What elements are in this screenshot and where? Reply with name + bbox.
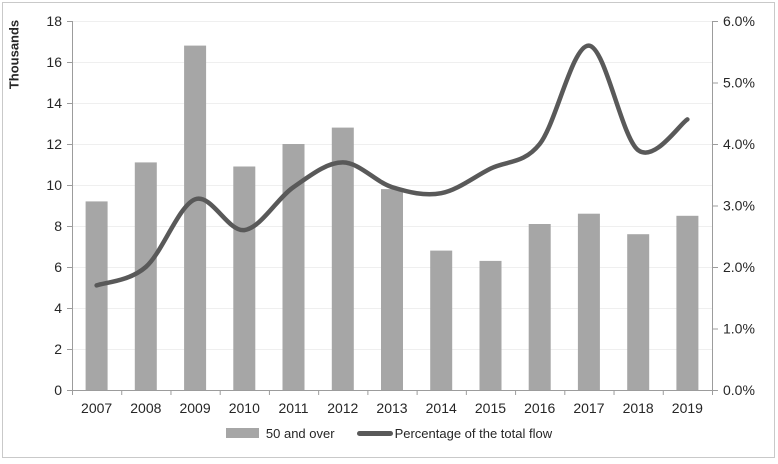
bar-series-label: 50 and over <box>265 425 335 441</box>
left-axis-label-18: 18 <box>46 13 62 29</box>
right-axis-label-0.0%: 0.0% <box>723 382 755 398</box>
bar-2014 <box>430 250 453 390</box>
bar-2012 <box>331 127 354 390</box>
x-axis-label-2009: 2009 <box>179 400 210 416</box>
x-axis-label-2013: 2013 <box>376 400 407 416</box>
left-axis-label-14: 14 <box>46 95 62 111</box>
right-axis-label-2.0%: 2.0% <box>723 259 755 275</box>
right-axis-label-5.0%: 5.0% <box>723 75 755 91</box>
x-axis-label-2019: 2019 <box>672 400 703 416</box>
trend-line <box>94 43 690 288</box>
chart-border <box>2 2 775 458</box>
legend-item-line-series: Percentage of the total flow <box>356 425 553 441</box>
left-axis-label-8: 8 <box>54 218 62 234</box>
left-axis-label-0: 0 <box>54 382 62 398</box>
right-axis-label-3.0%: 3.0% <box>723 198 755 214</box>
bar-2015 <box>479 260 502 390</box>
left-axis-label-6: 6 <box>54 259 62 275</box>
left-axis-label-4: 4 <box>54 300 62 316</box>
left-axis-label-16: 16 <box>46 54 62 70</box>
x-axis-label-2018: 2018 <box>623 400 654 416</box>
legend-item-bar-series: 50 and over <box>225 425 335 441</box>
legend: 50 and over Percentage of the total flow <box>0 424 778 442</box>
bar-2018 <box>627 234 650 390</box>
x-axis-label-2017: 2017 <box>573 400 604 416</box>
bar-2009 <box>184 45 207 390</box>
bar-series-swatch <box>225 428 259 438</box>
left-axis-label-12: 12 <box>46 136 62 152</box>
bar-2008 <box>134 162 157 390</box>
x-axis-label-2011: 2011 <box>278 400 308 416</box>
bar-2013 <box>381 189 403 390</box>
left-axis-label-2: 2 <box>54 341 62 357</box>
bar-2016 <box>528 224 551 390</box>
bar-2010 <box>233 166 256 390</box>
bar-2017 <box>577 213 600 390</box>
bar-2011 <box>282 144 305 390</box>
x-axis-label-2016: 2016 <box>524 400 555 416</box>
x-axis-label-2015: 2015 <box>475 400 506 416</box>
line-series-label: Percentage of the total flow <box>394 425 553 441</box>
bar-2019 <box>676 215 699 391</box>
x-axis-label-2012: 2012 <box>327 400 358 416</box>
line-series-swatch <box>356 430 393 436</box>
x-axis-label-2010: 2010 <box>229 400 260 416</box>
left-axis-title: Thousands <box>6 19 22 90</box>
x-axis-label-2014: 2014 <box>426 400 457 416</box>
x-axis-label-2007: 2007 <box>81 400 112 416</box>
right-axis-label-1.0%: 1.0% <box>723 321 755 337</box>
left-axis-label-10: 10 <box>46 177 62 193</box>
right-axis-label-6.0%: 6.0% <box>723 13 755 29</box>
x-axis-label-2008: 2008 <box>130 400 161 416</box>
bar-2007 <box>85 201 108 390</box>
right-axis-label-4.0%: 4.0% <box>723 136 755 152</box>
